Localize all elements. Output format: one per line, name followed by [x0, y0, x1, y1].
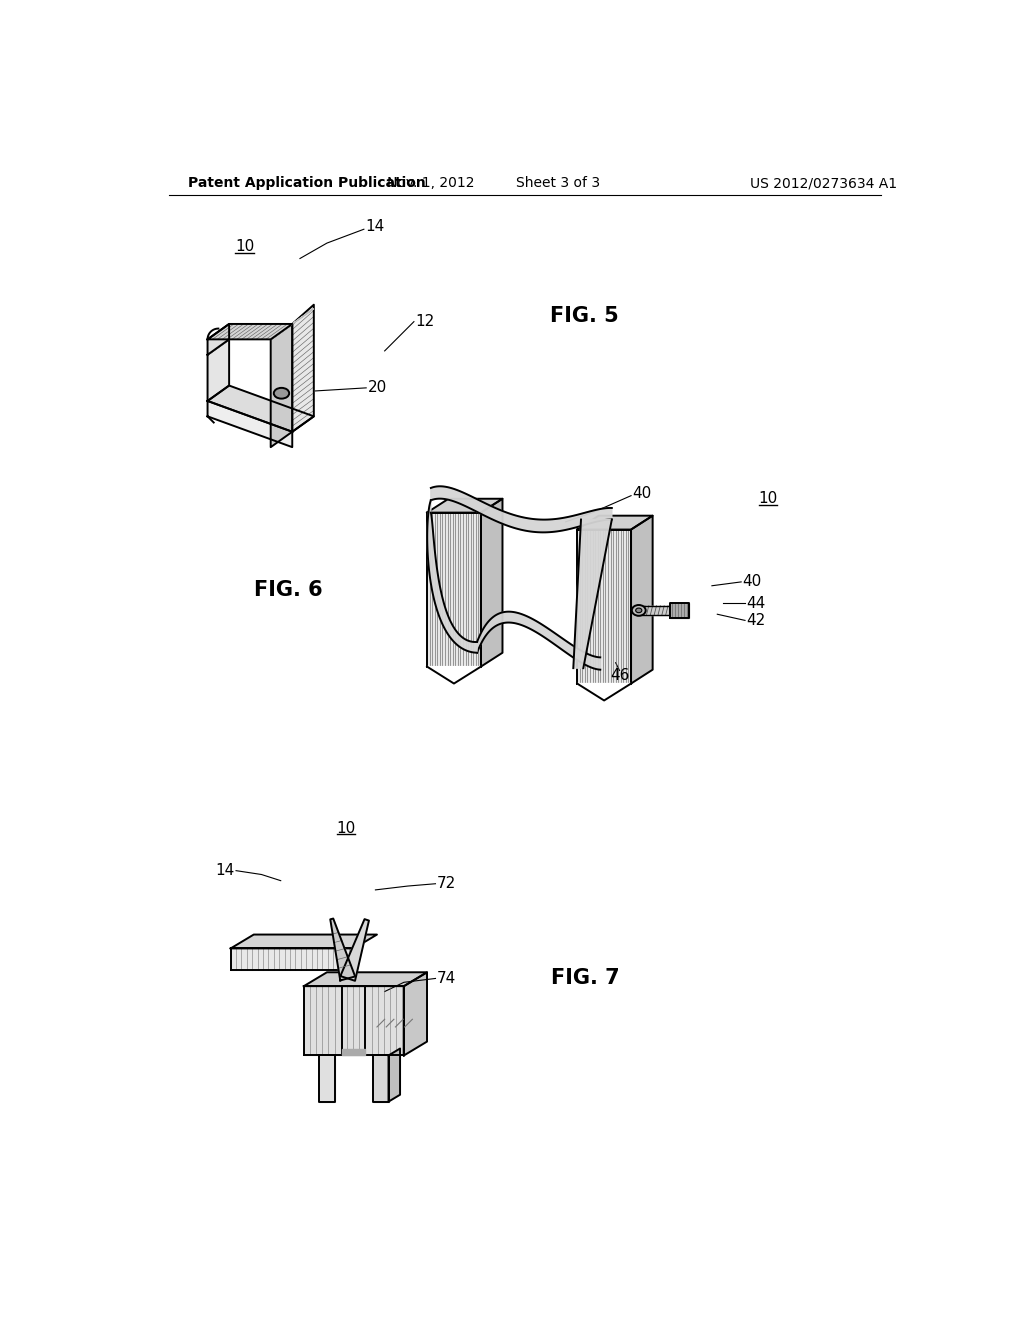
Text: 44: 44 — [746, 595, 766, 611]
Ellipse shape — [273, 388, 289, 399]
Polygon shape — [427, 499, 503, 512]
Polygon shape — [208, 323, 229, 355]
Text: 40: 40 — [633, 486, 652, 500]
Text: Patent Application Publication: Patent Application Publication — [188, 176, 426, 190]
Text: 72: 72 — [437, 876, 457, 891]
Polygon shape — [631, 516, 652, 684]
Text: FIG. 7: FIG. 7 — [551, 969, 620, 989]
Text: Sheet 3 of 3: Sheet 3 of 3 — [516, 176, 600, 190]
Polygon shape — [671, 603, 689, 618]
Polygon shape — [208, 401, 292, 447]
Polygon shape — [431, 486, 611, 532]
Polygon shape — [573, 520, 611, 668]
Text: 10: 10 — [759, 491, 778, 507]
Polygon shape — [427, 512, 481, 667]
Polygon shape — [342, 1049, 366, 1056]
Polygon shape — [304, 973, 427, 986]
Polygon shape — [388, 1048, 400, 1102]
Text: 14: 14 — [215, 863, 234, 878]
Polygon shape — [403, 973, 427, 1056]
Text: 10: 10 — [337, 821, 355, 836]
Polygon shape — [270, 309, 313, 339]
Polygon shape — [427, 667, 481, 684]
Polygon shape — [427, 500, 477, 653]
Text: 42: 42 — [746, 612, 766, 628]
Polygon shape — [208, 323, 292, 339]
Text: 40: 40 — [742, 574, 762, 590]
Ellipse shape — [636, 609, 642, 612]
Polygon shape — [578, 516, 652, 529]
Polygon shape — [208, 385, 313, 432]
Polygon shape — [292, 305, 313, 432]
Polygon shape — [208, 339, 229, 401]
Text: 20: 20 — [368, 380, 387, 396]
Polygon shape — [637, 606, 671, 615]
Text: Nov. 1, 2012: Nov. 1, 2012 — [387, 176, 474, 190]
Polygon shape — [230, 935, 377, 949]
Polygon shape — [477, 611, 600, 669]
Polygon shape — [578, 529, 631, 684]
Text: FIG. 6: FIG. 6 — [254, 579, 323, 599]
Polygon shape — [319, 1056, 335, 1102]
Ellipse shape — [632, 605, 646, 616]
Polygon shape — [481, 499, 503, 667]
Text: 46: 46 — [610, 668, 629, 684]
Text: 14: 14 — [366, 219, 385, 234]
Polygon shape — [373, 1056, 388, 1102]
Polygon shape — [304, 986, 403, 1056]
Polygon shape — [340, 919, 369, 981]
Polygon shape — [230, 949, 354, 970]
Polygon shape — [331, 919, 355, 981]
Text: US 2012/0273634 A1: US 2012/0273634 A1 — [750, 176, 897, 190]
Text: 74: 74 — [437, 972, 457, 986]
Text: FIG. 5: FIG. 5 — [551, 306, 620, 326]
Polygon shape — [578, 684, 631, 701]
Text: 12: 12 — [416, 314, 435, 329]
Text: 10: 10 — [234, 239, 254, 255]
Polygon shape — [270, 323, 292, 447]
